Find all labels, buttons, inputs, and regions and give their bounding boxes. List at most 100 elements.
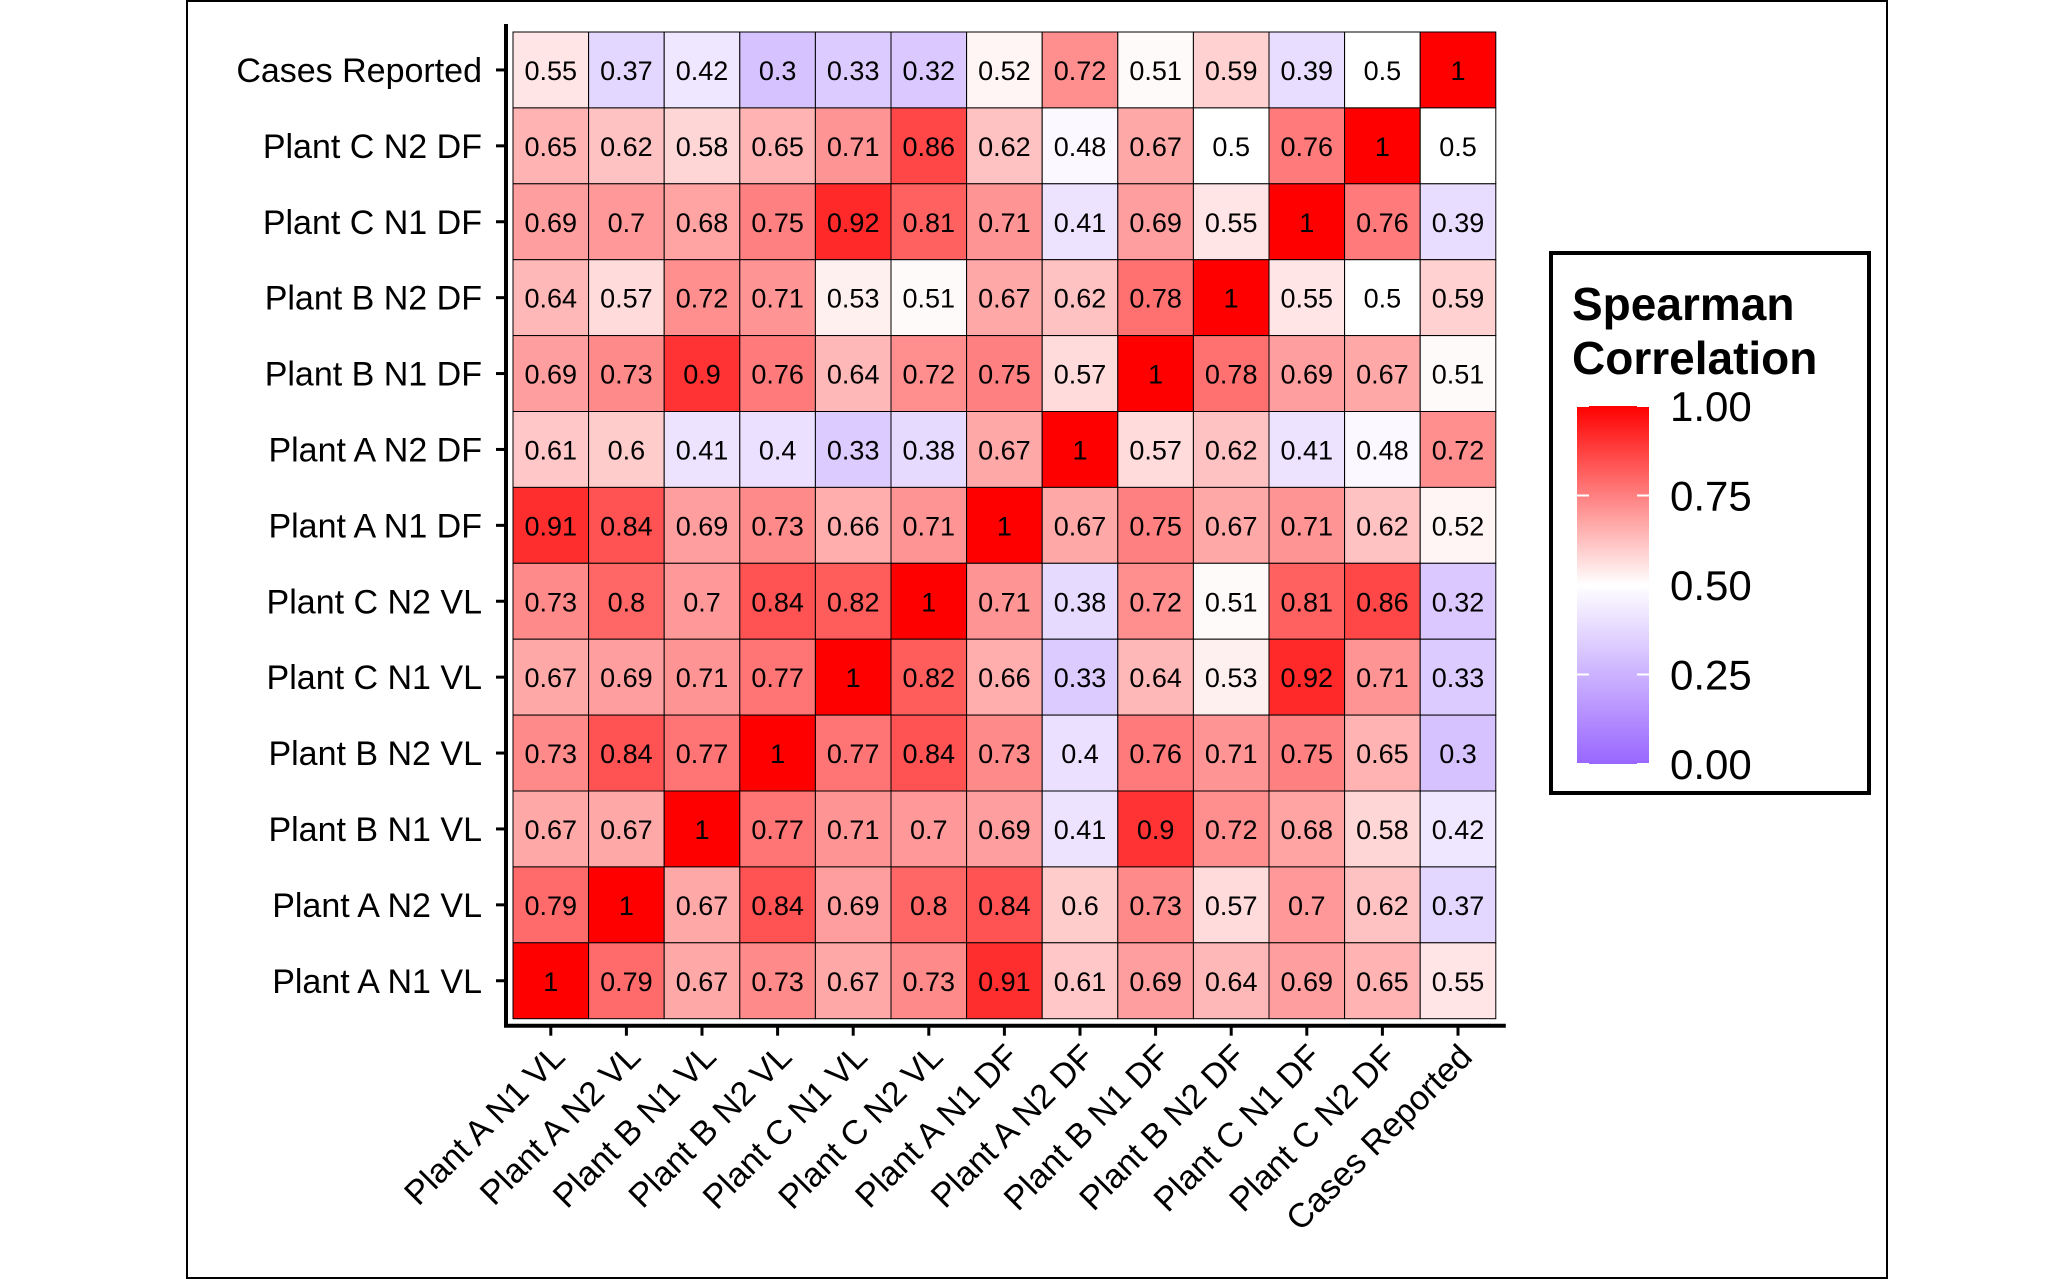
heatmap-cell <box>1117 31 1194 109</box>
cell-value-label: 0.37 <box>1432 891 1485 921</box>
y-tick-label: Plant C N2 VL <box>267 583 482 621</box>
heatmap-cell <box>1419 107 1497 185</box>
heatmap-cell <box>588 31 665 109</box>
cell-value-label: 0.67 <box>1205 511 1258 541</box>
y-tick-label: Plant A N2 DF <box>268 431 482 469</box>
cell-value-label: 0.64 <box>1129 663 1182 693</box>
heatmap-cell <box>663 866 741 944</box>
cell-value-label: 0.51 <box>1129 56 1182 86</box>
heatmap-cell <box>890 942 968 1020</box>
cell-value-label: 1 <box>1148 360 1163 390</box>
cell-value-label: 0.76 <box>751 360 804 390</box>
cell-value-label: 0.69 <box>827 891 880 921</box>
heatmap-cell <box>966 259 1043 337</box>
cell-value-label: 0.5 <box>1364 284 1402 314</box>
heatmap-cell <box>890 562 968 640</box>
heatmap-cell <box>814 790 892 868</box>
cell-value-label: 0.73 <box>525 739 578 769</box>
heatmap-cell <box>1344 411 1421 488</box>
heatmap-cell <box>512 714 590 792</box>
heatmap-cell <box>890 714 968 792</box>
y-tick-label: Plant C N2 DF <box>263 128 482 166</box>
cell-value-label: 0.84 <box>903 739 956 769</box>
cell-value-label: 0.33 <box>827 435 880 465</box>
legend-tick-label: 0.50 <box>1670 562 1752 609</box>
heatmap-cell <box>1117 335 1194 413</box>
cell-value-label: 0.5 <box>1364 56 1402 86</box>
legend-tick-label: 0.75 <box>1670 473 1752 520</box>
heatmap-cell <box>512 335 590 413</box>
cell-value-label: 0.66 <box>978 663 1031 693</box>
heatmap-cell <box>1041 486 1119 564</box>
heatmap-cell <box>1419 714 1497 792</box>
cell-value-label: 0.7 <box>683 587 721 617</box>
heatmap-cell <box>1419 790 1497 868</box>
heatmap-cell <box>1117 411 1194 488</box>
heatmap-cell <box>1344 638 1421 716</box>
cell-value-label: 0.7 <box>910 815 948 845</box>
cell-value-label: 0.92 <box>1281 663 1334 693</box>
heatmap-cell <box>588 714 665 792</box>
heatmap-cell <box>512 107 590 185</box>
heatmap-cell <box>814 714 892 792</box>
cell-value-label: 0.72 <box>1205 815 1258 845</box>
heatmap-cell <box>739 183 816 261</box>
cell-value-label: 0.73 <box>1129 891 1182 921</box>
legend-tick-label: 1.00 <box>1670 383 1752 430</box>
cell-value-label: 0.77 <box>676 739 729 769</box>
heatmap-cell <box>890 638 968 716</box>
cell-value-label: 0.6 <box>1061 891 1099 921</box>
heatmap-cell <box>512 259 590 337</box>
heatmap-cell <box>1419 31 1497 109</box>
cell-value-label: 0.67 <box>676 891 729 921</box>
cell-value-label: 0.65 <box>1356 739 1409 769</box>
heatmap-cell <box>1041 335 1119 413</box>
cell-value-label: 0.73 <box>525 587 578 617</box>
cell-value-label: 0.38 <box>1054 587 1107 617</box>
heatmap-cell <box>1344 335 1421 413</box>
heatmap-cell <box>1041 790 1119 868</box>
y-tick-label: Plant C N1 DF <box>263 204 482 242</box>
cell-value-label: 0.55 <box>1281 284 1334 314</box>
heatmap-cell <box>663 562 741 640</box>
heatmap-cell <box>663 714 741 792</box>
heatmap-cell <box>1419 259 1497 337</box>
heatmap-cell <box>512 790 590 868</box>
cell-value-label: 0.86 <box>1356 587 1409 617</box>
cell-value-label: 0.72 <box>1432 435 1485 465</box>
cell-value-label: 0.57 <box>1129 435 1182 465</box>
heatmap-cell <box>890 866 968 944</box>
heatmap-cell <box>1419 942 1497 1020</box>
cell-value-label: 0.59 <box>1205 56 1258 86</box>
cell-value-label: 0.57 <box>1205 891 1258 921</box>
heatmap-cell <box>588 562 665 640</box>
heatmap-cell <box>814 942 892 1020</box>
y-tick-label: Plant A N1 VL <box>272 963 482 1001</box>
cell-value-label: 0.53 <box>1205 663 1258 693</box>
cell-value-label: 0.7 <box>608 208 646 238</box>
heatmap-cell <box>739 638 816 716</box>
cell-value-label: 0.4 <box>1061 739 1099 769</box>
heatmap-cell <box>588 486 665 564</box>
cell-value-label: 0.75 <box>978 360 1031 390</box>
y-tick-label: Plant A N2 VL <box>272 887 482 925</box>
cell-value-label: 0.91 <box>978 967 1031 997</box>
cell-value-label: 0.77 <box>751 663 804 693</box>
cell-value-label: 0.66 <box>827 511 880 541</box>
cell-value-label: 0.52 <box>978 56 1031 86</box>
cell-value-label: 0.51 <box>1432 360 1485 390</box>
cell-value-label: 0.71 <box>1205 739 1258 769</box>
heatmap-cell <box>588 866 665 944</box>
cell-value-label: 0.76 <box>1356 208 1409 238</box>
heatmap-cell <box>1268 638 1346 716</box>
heatmap-cell <box>663 335 741 413</box>
heatmap-cell <box>1419 411 1497 488</box>
cell-value-label: 0.68 <box>676 208 729 238</box>
cell-value-label: 1 <box>770 739 785 769</box>
heatmap-cell <box>966 790 1043 868</box>
cell-value-label: 0.52 <box>1432 511 1485 541</box>
cell-value-label: 0.5 <box>1439 132 1477 162</box>
heatmap-cell <box>1192 714 1270 792</box>
heatmap-cell <box>663 486 741 564</box>
